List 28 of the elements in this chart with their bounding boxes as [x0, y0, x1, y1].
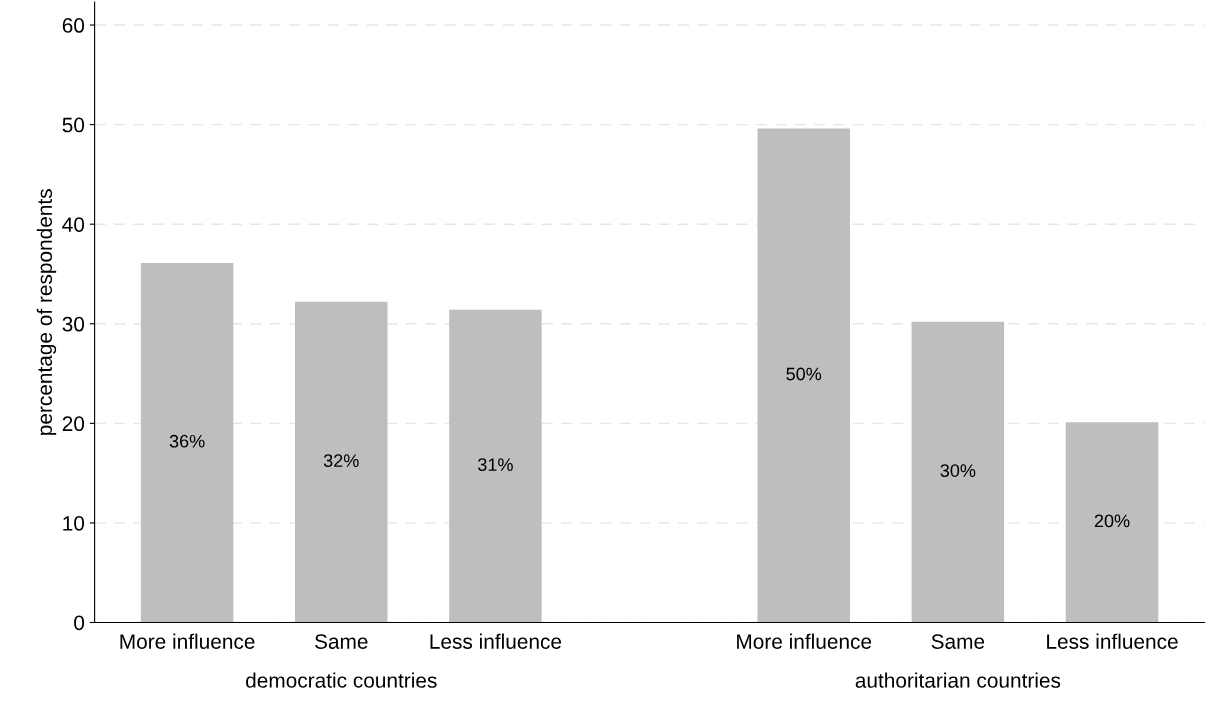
y-tick-label: 30	[62, 316, 85, 332]
x-tick-label: Same	[931, 634, 985, 649]
x-tick-label: More influence	[120, 633, 255, 649]
data-label: 30%	[940, 464, 976, 477]
data-label: 31%	[478, 458, 513, 472]
bar	[1065, 422, 1159, 623]
x-tick-label: Same	[314, 634, 368, 649]
bar	[757, 128, 850, 623]
text: authoritarian countries	[855, 672, 1061, 688]
bar	[295, 301, 388, 623]
bar	[140, 263, 234, 623]
text: democratic countries	[246, 672, 437, 688]
bar	[449, 309, 542, 623]
bar	[911, 321, 1005, 623]
y-tick-label: 60	[62, 18, 85, 33]
data-label: 32%	[323, 454, 359, 468]
x-tick-label: Less influence	[430, 633, 562, 649]
y-axis-title: percentage of respondents	[36, 189, 57, 435]
data-label: 50%	[786, 367, 822, 381]
y-tick-label: 50	[62, 117, 85, 133]
y-tick-label: 0	[74, 615, 85, 631]
x-tick-label: More influence	[737, 633, 872, 649]
y-tick-label: 10	[63, 515, 85, 531]
data-label: 20%	[1094, 514, 1130, 528]
y-tick-label: 20	[62, 416, 85, 432]
y-tick-label: 40	[62, 217, 85, 232]
x-tick-label: Less influence	[1047, 633, 1178, 649]
data-label: 36%	[169, 434, 205, 448]
